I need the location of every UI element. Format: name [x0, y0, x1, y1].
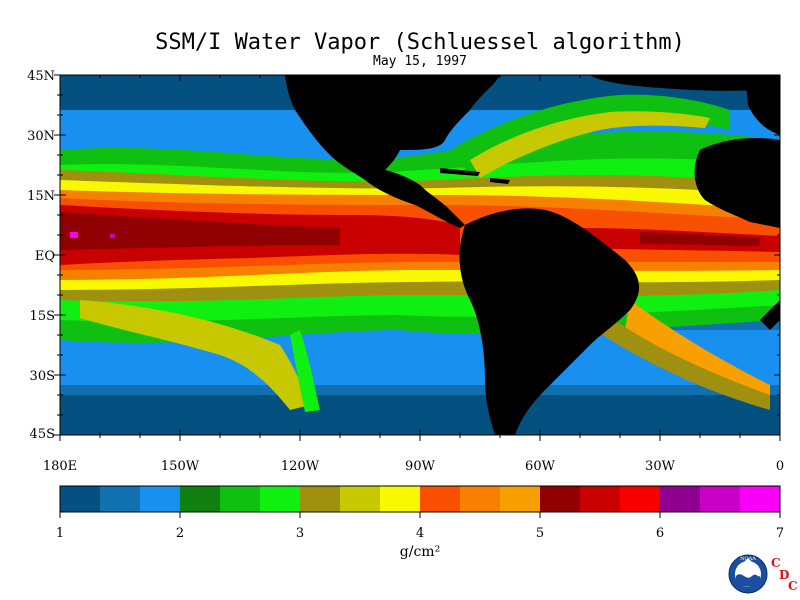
lat-label-30n: 30N [27, 129, 55, 144]
colorbar-label-1: 1 [56, 526, 64, 541]
south-america-land [459, 208, 640, 435]
north-america-land [285, 75, 500, 228]
colorbar-swatch [620, 486, 661, 512]
lon-label-180e: 180E [43, 459, 77, 474]
noaa-logo-text: NOAA [740, 556, 756, 562]
greenland-land [590, 75, 760, 91]
colorbar-swatch [580, 486, 621, 512]
lat-label-45n: 45N [27, 69, 55, 84]
lon-label-30w: 30W [645, 459, 676, 474]
lat-label-30s: 30S [30, 369, 55, 384]
map-date: May 15, 1997 [373, 54, 467, 69]
colorbar-label-2: 2 [176, 526, 184, 541]
cdc-letter-c2: C [788, 579, 798, 593]
latitude-labels: 45N 30N 15N EQ 15S 30S 45S [27, 69, 55, 442]
colorbar-swatch [500, 486, 541, 512]
colorbar-swatch [660, 486, 701, 512]
colorbar-label-6: 6 [656, 526, 664, 541]
lon-label-120w: 120W [281, 459, 320, 474]
colorbar-swatch [460, 486, 501, 512]
colorbar-label-7: 7 [776, 526, 784, 541]
lon-label-0: 0 [776, 459, 784, 474]
colorbar-swatch [260, 486, 301, 512]
lat-label-15s: 15S [30, 309, 55, 324]
colorbar-label-5: 5 [536, 526, 544, 541]
colorbar-swatch [700, 486, 741, 512]
colorbar-swatch [540, 486, 581, 512]
colorbar [60, 486, 781, 512]
lon-label-60w: 60W [525, 459, 556, 474]
cdc-letter-c1: C [771, 556, 781, 570]
lat-label-eq: EQ [35, 249, 55, 264]
colorbar-swatch [300, 486, 341, 512]
caribbean-islands [440, 168, 480, 176]
lon-label-150w: 150W [161, 459, 200, 474]
colorbar-labels: 1 2 3 4 5 6 7 [56, 526, 784, 541]
colorbar-swatch [140, 486, 181, 512]
colorbar-swatch [420, 486, 461, 512]
colorbar-swatch [380, 486, 421, 512]
colorbar-swatch [60, 486, 101, 512]
colorbar-label-4: 4 [416, 526, 424, 541]
map-title: SSM/I Water Vapor (Schluessel algorithm) [155, 30, 685, 55]
lat-label-15n: 15N [27, 189, 55, 204]
noaa-logo-icon: NOAA [728, 554, 768, 594]
colorbar-swatch [340, 486, 381, 512]
longitude-labels: 180E 150W 120W 90W 60W 30W 0 [43, 459, 784, 474]
africa-land [694, 138, 780, 228]
colorbar-unit-label: g/cm² [400, 544, 440, 560]
lat-label-45s: 45S [30, 427, 55, 442]
colorbar-label-3: 3 [296, 526, 304, 541]
colorbar-swatch [740, 486, 781, 512]
colorbar-swatch [220, 486, 261, 512]
axis-ticks [54, 74, 781, 441]
land-masses [285, 75, 780, 435]
colorbar-swatch [100, 486, 141, 512]
colorbar-ticks [59, 512, 781, 518]
lon-label-90w: 90W [405, 459, 436, 474]
colorbar-swatch [180, 486, 221, 512]
cdc-letter-d: D [779, 568, 790, 582]
